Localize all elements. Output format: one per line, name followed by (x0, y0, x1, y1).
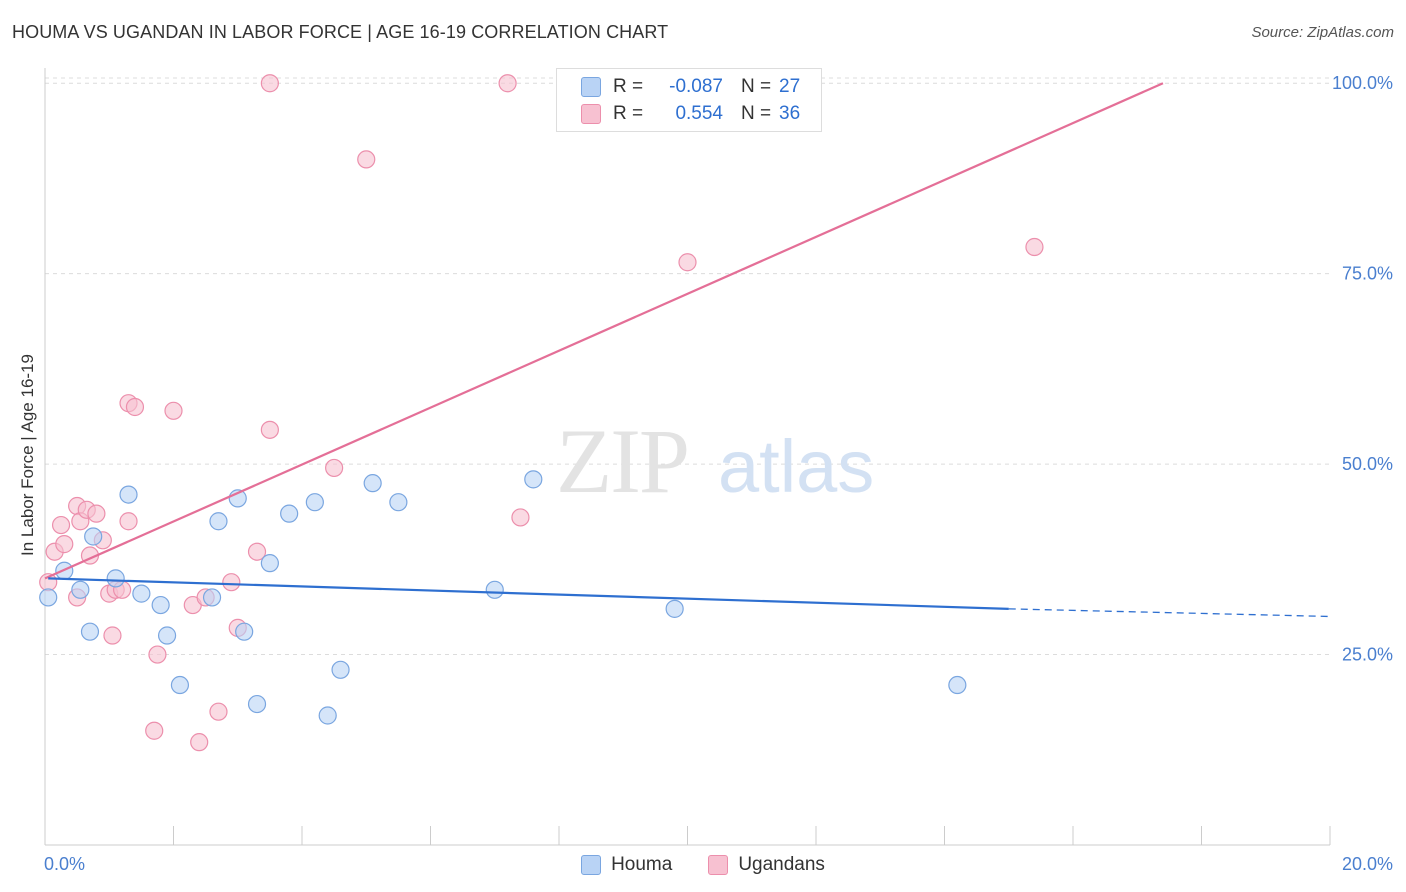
houma-point (119, 485, 138, 504)
houma-point (280, 504, 299, 523)
ugandans-point (103, 626, 122, 645)
legend-row-ugandans: R = 0.554 N = 36 (581, 102, 800, 126)
houma-point (84, 527, 103, 546)
y-tick-label: 50.0% (1342, 454, 1393, 474)
houma-point (209, 512, 228, 531)
legend-item-houma[interactable]: Houma (581, 854, 672, 876)
source-label: Source: ZipAtlas.com (1251, 24, 1394, 41)
ugandans-point (260, 74, 279, 93)
ugandans-point (222, 573, 241, 592)
houma-point (80, 622, 100, 641)
houma-point (331, 660, 350, 679)
ugandans-point (55, 535, 74, 554)
x-tick-label: 0.0% (44, 854, 85, 874)
chart-title: HOUMA VS UGANDAN IN LABOR FORCE | AGE 16… (12, 22, 669, 42)
ugandans-point (511, 508, 530, 527)
houma-point (132, 584, 151, 603)
n-value: 27 (779, 76, 801, 97)
houma-point (318, 706, 337, 725)
r-value: -0.087 (669, 76, 723, 97)
houma-point (485, 580, 504, 599)
houma-point (106, 569, 125, 588)
stats-legend: R = -0.087 N = 27 R = 0.554 N = 36 (556, 68, 822, 132)
watermark: ZIP atlas (556, 410, 874, 512)
ugandans-point (119, 512, 138, 531)
legend-row-houma: R = -0.087 N = 27 (581, 75, 800, 99)
ugandans-point (209, 702, 228, 721)
houma-point (260, 554, 279, 573)
ugandans-trend-line (44, 82, 1164, 580)
houma-point (39, 588, 58, 607)
houma-trend-extension (1008, 608, 1331, 618)
houma-point (235, 622, 254, 641)
houma-point (151, 595, 170, 615)
legend-item-ugandans[interactable]: Ugandans (708, 854, 825, 876)
n-value: 36 (779, 103, 801, 124)
y-tick-label: 100.0% (1332, 73, 1393, 93)
ugandans-point (164, 401, 183, 420)
y-tick-label: 75.0% (1342, 264, 1393, 284)
tick-labels: 25.0% 50.0% 75.0% 100.0% 0.0% 20.0% (44, 73, 1393, 874)
houma-point (247, 694, 267, 714)
r-value: 0.554 (675, 103, 723, 124)
axes (44, 68, 1331, 846)
y-tick-label: 25.0% (1342, 645, 1393, 665)
houma-swatch (581, 77, 601, 97)
ugandans-points (39, 74, 1044, 752)
watermark-atlas: atlas (718, 425, 874, 508)
ugandans-point (498, 74, 517, 93)
houma-point (157, 626, 177, 645)
houma-point (948, 675, 967, 695)
ugandans-swatch (581, 104, 601, 124)
ugandans-point (1025, 237, 1044, 257)
houma-point (363, 474, 382, 493)
ugandans-point (125, 397, 145, 417)
gridlines (45, 77, 1330, 656)
ugandans-point (190, 733, 209, 752)
ugandans-point (145, 721, 164, 740)
houma-swatch (581, 855, 602, 875)
ugandans-swatch (708, 855, 729, 875)
houma-trend-line (48, 577, 1009, 610)
ugandans-point (260, 420, 279, 439)
r-label: R = (613, 76, 644, 97)
r-label: R = (613, 103, 644, 124)
ugandans-point (87, 504, 106, 523)
ugandans-point (678, 253, 697, 272)
houma-point (665, 599, 684, 618)
n-label: N = (741, 76, 772, 97)
n-label: N = (741, 103, 772, 124)
ugandans-point (247, 542, 267, 561)
ugandans-point (325, 458, 344, 478)
series-legend: Houma Ugandans (0, 852, 1406, 878)
houma-point (389, 493, 408, 512)
houma-point (305, 493, 324, 512)
ugandans-point (148, 645, 167, 664)
houma-points (39, 470, 967, 725)
ugandans-point (357, 150, 376, 169)
houma-point (524, 470, 543, 489)
houma-point (170, 675, 190, 695)
houma-point (71, 580, 90, 599)
x-tick-label: 20.0% (1342, 854, 1393, 874)
watermark-zip: ZIP (556, 410, 688, 512)
trend-lines (44, 82, 1331, 618)
legend-ugandans-label: Ugandans (738, 854, 825, 875)
legend-houma-label: Houma (611, 854, 673, 875)
houma-point (202, 588, 222, 607)
ugandans-point (51, 515, 71, 535)
